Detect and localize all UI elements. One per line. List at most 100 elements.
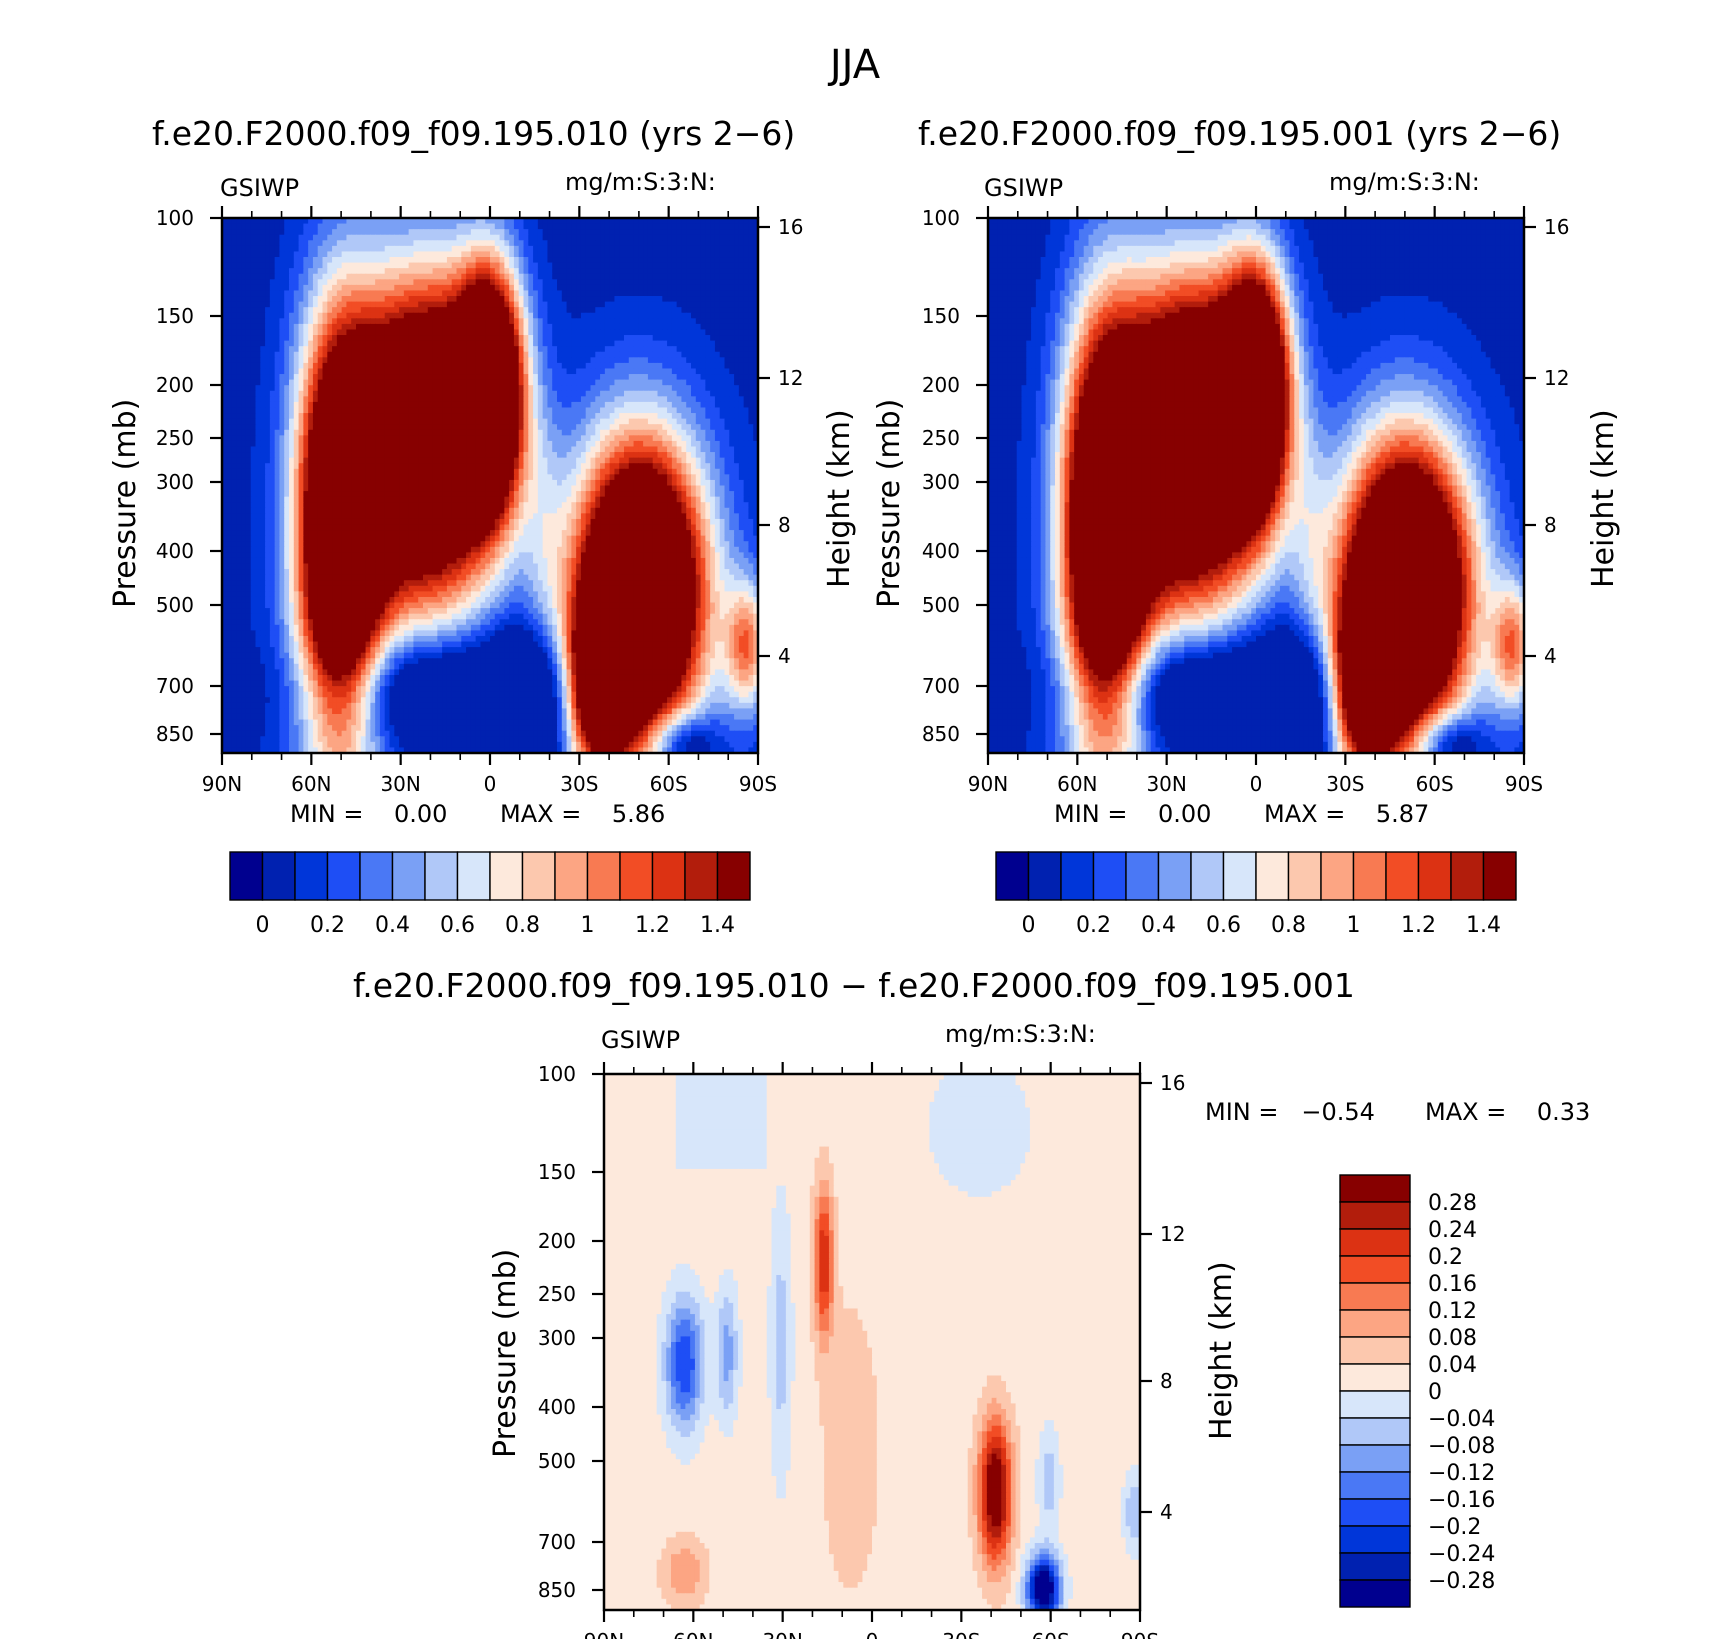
contour-cell xyxy=(519,235,524,241)
contour-cell xyxy=(447,318,452,324)
contour-cell xyxy=(638,335,643,341)
contour-cell xyxy=(581,341,586,347)
contour-cell xyxy=(342,229,347,235)
contour-cell xyxy=(361,435,366,441)
contour-cell xyxy=(442,240,447,246)
contour-cell xyxy=(437,313,442,319)
contour-cell xyxy=(634,352,639,358)
contour-cell xyxy=(361,307,366,313)
contour-cell xyxy=(552,441,557,447)
contour-cell xyxy=(370,229,375,235)
contour-cell xyxy=(265,435,270,441)
contour-cell xyxy=(284,229,289,235)
contour-cell xyxy=(739,374,744,380)
contour-cell xyxy=(729,346,734,352)
contour-cell xyxy=(681,352,686,358)
contour-cell xyxy=(705,335,710,341)
contour-cell xyxy=(346,413,351,419)
contour-cell xyxy=(265,246,270,252)
contour-cell xyxy=(514,229,519,235)
contour-cell xyxy=(533,224,538,230)
contour-cell xyxy=(691,285,696,291)
contour-cell xyxy=(428,318,433,324)
contour-cell xyxy=(236,268,241,274)
contour-cell xyxy=(543,285,548,291)
contour-cell xyxy=(299,313,304,319)
contour-cell xyxy=(356,368,361,374)
contour-cell xyxy=(332,352,337,358)
contour-cell xyxy=(734,329,739,335)
contour-cell xyxy=(691,374,696,380)
contour-cell xyxy=(662,324,667,330)
contour-cell xyxy=(748,363,753,369)
contour-cell xyxy=(385,268,390,274)
contour-cell xyxy=(634,268,639,274)
contour-cell xyxy=(236,318,241,324)
contour-cell xyxy=(605,430,610,436)
contour-cell xyxy=(471,279,476,285)
contour-cell xyxy=(576,302,581,308)
contour-cell xyxy=(643,352,648,358)
contour-cell xyxy=(284,307,289,313)
contour-cell xyxy=(586,402,591,408)
contour-cell xyxy=(715,313,720,319)
contour-cell xyxy=(332,396,337,402)
contour-cell xyxy=(270,357,275,363)
contour-cell xyxy=(461,268,466,274)
contour-cell xyxy=(251,363,256,369)
contour-cell xyxy=(457,458,462,464)
contour-cell xyxy=(313,313,318,319)
contour-cell xyxy=(576,341,581,347)
contour-cell xyxy=(648,430,653,436)
contour-cell xyxy=(318,329,323,335)
contour-cell xyxy=(394,352,399,358)
contour-cell xyxy=(236,419,241,425)
contour-cell xyxy=(619,363,624,369)
contour-cell xyxy=(605,246,610,252)
contour-cell xyxy=(519,458,524,464)
contour-cell xyxy=(547,246,552,252)
contour-cell xyxy=(562,313,567,319)
contour-cell xyxy=(370,435,375,441)
contour-cell xyxy=(576,296,581,302)
contour-cell xyxy=(251,318,256,324)
contour-cell xyxy=(605,335,610,341)
contour-cell xyxy=(303,441,308,447)
contour-cell xyxy=(342,329,347,335)
contour-cell xyxy=(696,335,701,341)
contour-cell xyxy=(433,279,438,285)
contour-cell xyxy=(318,251,323,257)
contour-cell xyxy=(524,251,529,257)
contour-cell xyxy=(332,251,337,257)
contour-cell xyxy=(734,424,739,430)
contour-cell xyxy=(275,346,280,352)
contour-cell xyxy=(524,402,529,408)
contour-cell xyxy=(342,363,347,369)
contour-cell xyxy=(251,419,256,425)
contour-cell xyxy=(227,424,232,430)
contour-cell xyxy=(591,435,596,441)
contour-cell xyxy=(241,224,246,230)
contour-cell xyxy=(538,324,543,330)
contour-cell xyxy=(490,313,495,319)
contour-cell xyxy=(509,346,514,352)
contour-cell xyxy=(466,329,471,335)
contour-cell xyxy=(705,235,710,241)
contour-cell xyxy=(332,246,337,252)
contour-cell xyxy=(514,235,519,241)
contour-cell xyxy=(710,251,715,257)
contour-cell xyxy=(744,274,749,280)
contour-cell xyxy=(710,263,715,269)
contour-cell xyxy=(452,396,457,402)
contour-cell xyxy=(452,385,457,391)
contour-cell xyxy=(232,391,237,397)
contour-cell xyxy=(504,391,509,397)
contour-cell xyxy=(394,446,399,452)
contour-cell xyxy=(748,240,753,246)
contour-cell xyxy=(442,435,447,441)
contour-cell xyxy=(284,263,289,269)
contour-cell xyxy=(629,302,634,308)
contour-cell xyxy=(619,335,624,341)
contour-cell xyxy=(519,435,524,441)
contour-cell xyxy=(538,357,543,363)
